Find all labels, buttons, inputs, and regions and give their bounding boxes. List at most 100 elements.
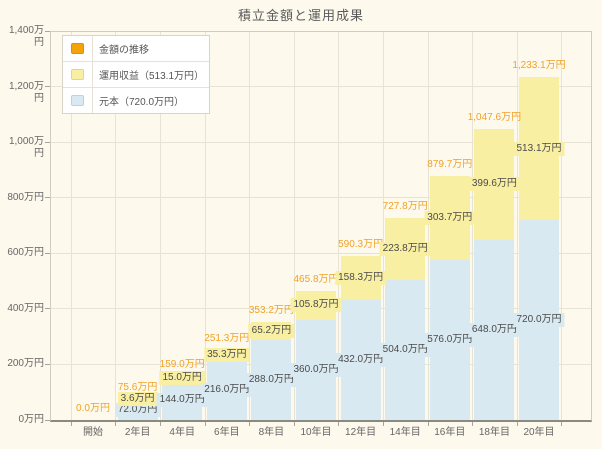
- legend-item-principal[interactable]: 元本（720.0万円）: [63, 88, 209, 113]
- bar-label-principal-6: 432.0万円: [335, 352, 387, 367]
- x-axis-tick: [382, 422, 384, 426]
- bar-label-profit-9: 399.6万円: [468, 177, 520, 192]
- x-tick-label-7: 14年目: [389, 427, 421, 438]
- legend-swatch-cell: [63, 88, 93, 113]
- bar-label-principal-4: 288.0万円: [245, 372, 297, 387]
- bar-label-profit-6: 158.3万円: [335, 270, 387, 285]
- x-axis-tick: [516, 422, 518, 426]
- bar-total-label-6: 590.3万円: [338, 238, 384, 250]
- gridline-x-6: [338, 31, 340, 420]
- x-axis-tick: [472, 422, 474, 426]
- y-tick-label: 1,400万円: [8, 25, 44, 48]
- bar-label-principal-7: 504.0万円: [379, 342, 431, 357]
- bar-total-label-4: 353.2万円: [248, 304, 294, 316]
- x-axis-tick: [249, 422, 251, 426]
- gridline-x-9: [472, 31, 474, 420]
- y-axis-tick: [45, 252, 50, 254]
- y-axis-tick: [45, 141, 50, 143]
- bar-label-principal-10: 720.0万円: [513, 312, 565, 327]
- bar-label-profit-10: 513.1万円: [513, 141, 565, 156]
- y-axis-tick: [45, 30, 50, 32]
- y-axis-tick: [45, 363, 50, 365]
- gridline-y-1200: [50, 86, 592, 88]
- gridline-x-7: [382, 31, 384, 420]
- bar-label-principal-1: 72.0万円: [114, 402, 161, 417]
- gridline-x-2: [159, 31, 161, 420]
- bar-total-label-10: 1,233.1万円: [512, 60, 566, 72]
- bar-label-principal-2: 144.0万円: [156, 392, 208, 407]
- bar-label-profit-8: 303.7万円: [424, 210, 476, 225]
- x-axis-tick: [427, 422, 429, 426]
- gridline-x-3: [204, 31, 206, 420]
- legend-label-principal: 元本（720.0万円）: [99, 97, 185, 108]
- y-axis-tick: [45, 86, 50, 88]
- gridline-x-8: [427, 31, 429, 420]
- y-tick-label: 200万円: [7, 358, 44, 370]
- y-tick-label: 0万円: [18, 414, 44, 425]
- gridline-x-11: [561, 31, 563, 420]
- x-axis-tick: [159, 422, 161, 426]
- legend-swatch-cell: [63, 36, 93, 61]
- legend-item-total[interactable]: 金額の推移: [63, 36, 209, 62]
- bar-label-principal-3: 216.0万円: [201, 382, 253, 397]
- gridline-x-10: [516, 31, 518, 420]
- x-tick-label-10: 20年目: [523, 427, 555, 438]
- legend-label-total: 金額の推移: [99, 45, 149, 56]
- plot-area: 0.0万円 72.0万円 3.6万円 75.6万円 144.0万円 15.0万円 159.0…: [50, 30, 592, 420]
- gridline-x-0: [70, 31, 72, 420]
- bar-label-profit-2: 15.0万円: [159, 370, 205, 385]
- gridline-x-4: [249, 31, 251, 420]
- bar-label-profit-3: 35.3万円: [204, 348, 250, 363]
- gridline-y-1400: [50, 30, 592, 32]
- y-tick-label: 1,200万円: [8, 80, 44, 104]
- legend: 金額の推移 運用収益（513.1万円） 元本（720.0万円）: [62, 35, 210, 114]
- legend-swatch-cell: [63, 62, 93, 87]
- bar-total-label-0: 0.0万円: [76, 403, 110, 414]
- y-tick-label: 1,000万円: [8, 136, 44, 160]
- x-tick-label-2: 4年目: [169, 427, 195, 438]
- principal-series-swatch-icon: [71, 95, 84, 106]
- y-tick-label: 400万円: [7, 302, 44, 314]
- bar-label-principal-5: 360.0万円: [290, 362, 342, 377]
- bar-label-profit-1: 3.6万円: [117, 392, 158, 407]
- y-axis-tick: [45, 308, 50, 310]
- bar-total-label-2: 159.0万円: [159, 358, 205, 370]
- profit-series-swatch-icon: [71, 69, 84, 80]
- bar-total-label-3: 251.3万円: [204, 333, 250, 345]
- y-tick-label: 600万円: [7, 247, 44, 259]
- gridline-y-600: [50, 252, 592, 254]
- x-tick-label-1: 2年目: [124, 427, 151, 438]
- gridline-y-1000: [50, 141, 592, 143]
- bar-total-label-7: 727.8万円: [382, 200, 428, 212]
- x-axis-tick: [115, 422, 117, 426]
- x-axis-tick: [204, 422, 206, 426]
- bar-label-profit-5: 105.8万円: [290, 298, 342, 313]
- chart-title: 積立金額と運用成果: [237, 8, 364, 23]
- gridline-x-5: [293, 31, 295, 420]
- bar-label-profit-7: 223.8万円: [379, 241, 431, 256]
- gridline-y-800: [50, 197, 592, 199]
- bar-total-label-8: 879.7万円: [427, 158, 473, 170]
- bar-label-profit-4: 65.2万円: [248, 323, 295, 338]
- bar-total-label-9: 1,047.6万円: [467, 111, 522, 123]
- y-axis-tick: [45, 197, 50, 199]
- legend-label-profit: 運用収益（513.1万円）: [99, 71, 205, 82]
- legend-item-profit[interactable]: 運用収益（513.1万円）: [63, 62, 209, 88]
- x-tick-label-0: 開始: [83, 427, 103, 438]
- bar-total-label-1: 75.6万円: [117, 381, 158, 393]
- y-axis-tick: [45, 419, 50, 421]
- bar-total-label-5: 465.8万円: [293, 273, 339, 285]
- total-series-swatch-icon: [71, 43, 84, 54]
- x-axis-tick: [293, 422, 295, 426]
- gridline-x-1: [115, 31, 117, 420]
- x-axis-tick: [561, 422, 563, 426]
- x-tick-label-9: 18年目: [478, 427, 510, 438]
- x-axis-tick: [338, 422, 340, 426]
- x-tick-label-8: 16年目: [434, 427, 466, 438]
- x-tick-label-4: 8年目: [258, 427, 285, 438]
- bar-label-principal-9: 648.0万円: [468, 322, 520, 337]
- bar-label-principal-8: 576.0万円: [424, 332, 476, 347]
- x-tick-label-6: 12年目: [345, 427, 377, 438]
- x-axis-tick: [70, 422, 72, 426]
